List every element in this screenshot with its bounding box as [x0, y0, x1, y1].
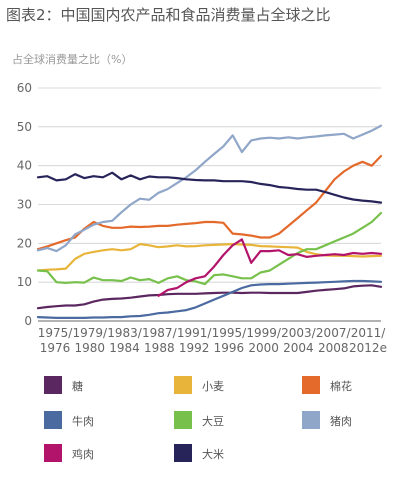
x-tick-label: 2008 [318, 341, 349, 355]
chart-title: 图表2：中国国内农产品和食品消费量占全球之比 [6, 6, 331, 24]
x-tick-label: 1996 [214, 341, 245, 355]
x-tick-label: 1987/ [142, 326, 178, 340]
y-tick-label: 10 [17, 275, 32, 289]
y-tick-label: 50 [17, 120, 32, 134]
series-line [36, 279, 383, 319]
x-tick-label: 2004 [283, 341, 314, 355]
legend-label: 鸡肉 [72, 447, 94, 461]
legend-label: 棉花 [330, 379, 352, 393]
legend-swatch [44, 444, 62, 462]
y-tick-label: 60 [17, 81, 32, 95]
series-line [36, 171, 383, 204]
legend-label: 糖 [72, 379, 83, 393]
legend-label: 大豆 [202, 414, 224, 428]
legend-swatch [174, 444, 192, 462]
x-tick-label: 2011/ [351, 326, 387, 340]
series-line [36, 154, 383, 251]
legend-label: 大米 [202, 447, 224, 461]
legend-swatch [44, 411, 62, 429]
x-tick-label: 1975/ [38, 326, 74, 340]
legend-swatch [174, 411, 192, 429]
y-tick-label: 0 [24, 314, 32, 328]
legend-label: 小麦 [202, 380, 224, 393]
x-tick-label: 1992 [179, 341, 210, 355]
x-tick-label: 2000 [248, 341, 279, 355]
x-tick-label: 1991/ [177, 326, 213, 340]
x-tick-label: 1980 [75, 341, 106, 355]
y-tick-label: 20 [17, 236, 32, 250]
x-tick-label: 1999/ [246, 326, 282, 340]
series-line [36, 124, 383, 253]
x-tick-label: 1983/ [107, 326, 143, 340]
legend-swatch [302, 411, 320, 429]
series-line [36, 211, 383, 286]
x-tick-label: 2003/ [281, 326, 317, 340]
x-tick-label: 2007/ [316, 326, 352, 340]
legend-label: 猪肉 [330, 415, 352, 428]
y-tick-label: 40 [17, 159, 32, 173]
x-tick-label: 1979/ [72, 326, 108, 340]
x-tick-label: 1995/ [212, 326, 248, 340]
series-line [36, 243, 383, 272]
legend-label: 牛肉 [72, 414, 94, 428]
y-tick-label: 30 [17, 198, 32, 212]
y-axis-label: 占全球消费量之比（%） [12, 53, 133, 66]
legend-swatch [44, 376, 62, 394]
series-line [157, 238, 383, 297]
x-tick-label: 1988 [144, 341, 175, 355]
x-tick-label: 2012e [349, 341, 387, 355]
legend-swatch [302, 376, 320, 394]
legend-swatch [174, 376, 192, 394]
x-tick-label: 1984 [109, 341, 140, 355]
x-tick-label: 1976 [40, 341, 71, 355]
series-line [36, 284, 383, 310]
